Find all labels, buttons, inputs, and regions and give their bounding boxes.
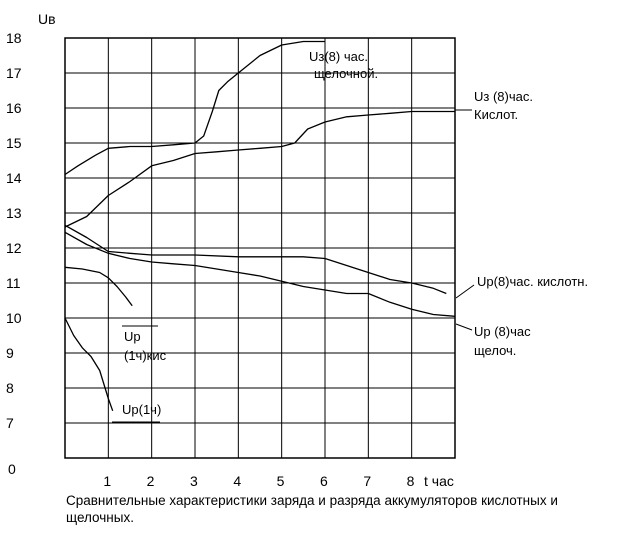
series-discharge-alkaline-1h [64,317,114,412]
label-discharge-acid1-line1: Uр [124,329,141,344]
label-alk8-line2: щелочной. [314,66,378,81]
x-tick-label: 3 [190,473,198,489]
label-acid8-line1: Uз (8)час. [474,89,533,104]
figure-caption: Сравнительные характеристики заряда и ра… [66,493,558,525]
y-tick-label: 12 [6,240,22,256]
series-charge-acid-8h [64,110,455,228]
x-tick-label: 1 [103,473,111,489]
label-acid8-line2: Кислот. [474,107,518,122]
label-discharge-alk1: Uр(1ч) [122,402,161,417]
y-tick-label: 15 [6,135,22,151]
y-tick-label: 13 [6,205,22,221]
x-tick-label: 7 [363,473,371,489]
leader-rac8 [455,284,475,299]
x-tick-label: 2 [147,473,155,489]
series-discharge-alkaline-8h [64,231,456,317]
y-tick-label: 11 [6,275,21,291]
series-charge-alkaline-8h [64,40,325,176]
y-tick-label: 7 [6,415,14,431]
series-discharge-acid-8h [64,224,447,295]
label-discharge-alk8-line1: Uр (8)час [474,324,531,339]
x-tick-label: 8 [407,473,415,489]
x-tick-label: 6 [320,473,328,489]
series-layer [64,40,456,412]
label-discharge-acid1-line2: (1ч)кис [124,348,167,363]
leader-ral8 [455,323,473,331]
y-axis-label: Uв [38,11,56,27]
y-tick-label: 10 [6,310,22,326]
y-tick-label-zero: 0 [8,461,16,477]
label-alk8-line1: Uз(8) час. [309,49,368,64]
label-discharge-acid8: Uр(8)час. кислотн. [477,274,588,289]
x-tick-label: 5 [277,473,285,489]
y-tick-label: 17 [6,65,22,81]
x-axis-unit-label: t час [424,473,454,489]
y-tick-label: 8 [6,380,14,396]
chart-grid [64,37,456,459]
y-tick-label: 16 [6,100,22,116]
label-discharge-alk8-line2: щелоч. [474,343,516,358]
y-tick-label: 14 [6,170,22,186]
y-tick-label: 9 [6,345,14,361]
series-discharge-acid-1h [64,266,133,307]
y-tick-label: 18 [6,30,22,46]
x-tick-label: 4 [233,473,241,489]
